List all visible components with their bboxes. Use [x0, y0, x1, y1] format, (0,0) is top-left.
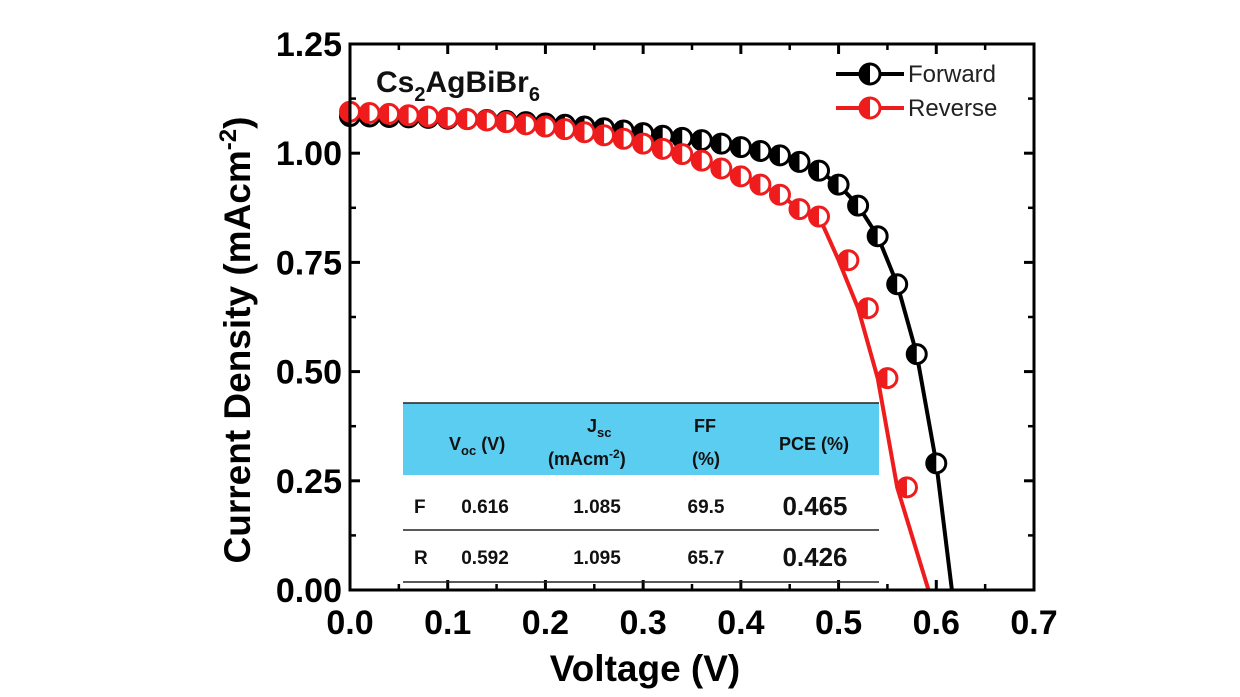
data-point-forward: [866, 225, 889, 248]
cell-jsc: 1.085: [573, 497, 621, 518]
data-point-forward: [808, 159, 831, 182]
x-tick-label: 0.0: [326, 604, 373, 642]
x-tick-label: 0.1: [424, 604, 471, 642]
data-point-forward: [690, 129, 713, 152]
data-point-reverse: [895, 476, 918, 499]
x-tick-label: 0.6: [913, 604, 960, 642]
data-point-forward: [886, 273, 909, 296]
data-point-reverse: [768, 183, 791, 206]
x-tick-label: 0.4: [717, 604, 764, 642]
x-axis-title: Voltage (V): [550, 648, 741, 689]
table-row-reverse: R 0.592 1.095 65.7 0.426: [414, 542, 848, 572]
table-header-bg: [403, 403, 879, 475]
data-point-reverse: [690, 149, 713, 172]
cell-pce: 0.426: [782, 542, 847, 572]
x-tick-label: 0.2: [522, 604, 569, 642]
table-header-pce: PCE (%): [779, 434, 849, 454]
legend-item-forward: Forward: [836, 61, 996, 88]
series-line-forward: [349, 114, 954, 591]
data-point-reverse: [358, 102, 381, 125]
data-point-reverse: [573, 121, 596, 144]
x-tick-label: 0.3: [620, 604, 667, 642]
x-tick-label: 0.7: [1010, 604, 1057, 642]
data-point-reverse: [788, 198, 811, 221]
cell-pce: 0.465: [782, 491, 847, 521]
cell-voc: 0.592: [461, 548, 509, 569]
cell-voc: 0.616: [461, 497, 509, 518]
data-point-reverse: [856, 297, 879, 320]
legend-marker-forward-half: [860, 64, 870, 84]
data-point-forward: [925, 452, 948, 475]
data-point-reverse: [397, 104, 420, 127]
data-point-reverse: [651, 137, 674, 160]
chart-title: Cs2AgBiBr6: [376, 66, 540, 106]
data-point-forward: [749, 140, 772, 163]
data-point-reverse: [378, 102, 401, 125]
data-point-reverse: [417, 105, 440, 128]
cell-jsc: 1.095: [573, 548, 621, 569]
data-point-forward: [710, 132, 733, 155]
data-point-reverse: [837, 249, 860, 272]
data-point-forward: [729, 136, 752, 159]
data-point-reverse: [495, 111, 518, 134]
y-tick-label: 1.00: [276, 135, 342, 173]
legend-label-reverse: Reverse: [908, 95, 997, 122]
legend: Forward Reverse: [836, 61, 997, 122]
table-header-ff-unit: (%): [692, 449, 720, 469]
inset-table: Voc (V) Jsc (mAcm-2) FF (%) PCE (%) F 0.…: [403, 402, 879, 583]
data-point-forward: [788, 150, 811, 173]
y-tick-label: 0.50: [276, 354, 342, 392]
data-point-reverse: [534, 115, 557, 138]
y-tick-label: 0.25: [276, 463, 342, 501]
data-point-reverse: [632, 132, 655, 155]
data-point-reverse: [808, 205, 831, 228]
data-point-reverse: [876, 367, 899, 390]
table-header-jsc: Jsc: [587, 416, 611, 440]
legend-label-forward: Forward: [908, 61, 996, 88]
data-point-reverse: [436, 106, 459, 129]
data-point-reverse: [514, 113, 537, 136]
row-label: R: [414, 548, 428, 569]
table-header-voc: Voc (V): [449, 434, 505, 458]
legend-marker-reverse-half: [860, 98, 870, 118]
data-point-forward: [768, 144, 791, 167]
data-point-reverse: [456, 108, 479, 131]
y-tick-label: 1.25: [276, 26, 342, 64]
data-point-reverse: [671, 143, 694, 166]
data-point-reverse: [729, 165, 752, 188]
data-point-reverse: [553, 118, 576, 141]
table-row-forward: F 0.616 1.085 69.5 0.465: [414, 491, 848, 521]
table-header-jsc-unit: (mAcm-2): [548, 447, 626, 469]
legend-item-reverse: Reverse: [836, 95, 997, 122]
y-axis-title: Current Density (mAcm-2): [215, 117, 258, 564]
y-tick-label: 0.75: [276, 244, 342, 282]
data-point-forward: [847, 194, 870, 217]
data-point-reverse: [475, 109, 498, 132]
row-label: F: [414, 497, 426, 518]
data-point-reverse: [612, 127, 635, 150]
table-header-ff: FF: [694, 416, 716, 436]
y-tick-label: 0.00: [276, 572, 342, 610]
data-point-reverse: [749, 173, 772, 196]
data-point-reverse: [593, 124, 616, 147]
cell-ff: 65.7: [688, 548, 725, 569]
x-tick-label: 0.5: [815, 604, 862, 642]
cell-ff: 69.5: [688, 497, 725, 518]
data-point-forward: [905, 343, 928, 366]
data-point-reverse: [710, 157, 733, 180]
data-point-forward: [827, 173, 850, 196]
